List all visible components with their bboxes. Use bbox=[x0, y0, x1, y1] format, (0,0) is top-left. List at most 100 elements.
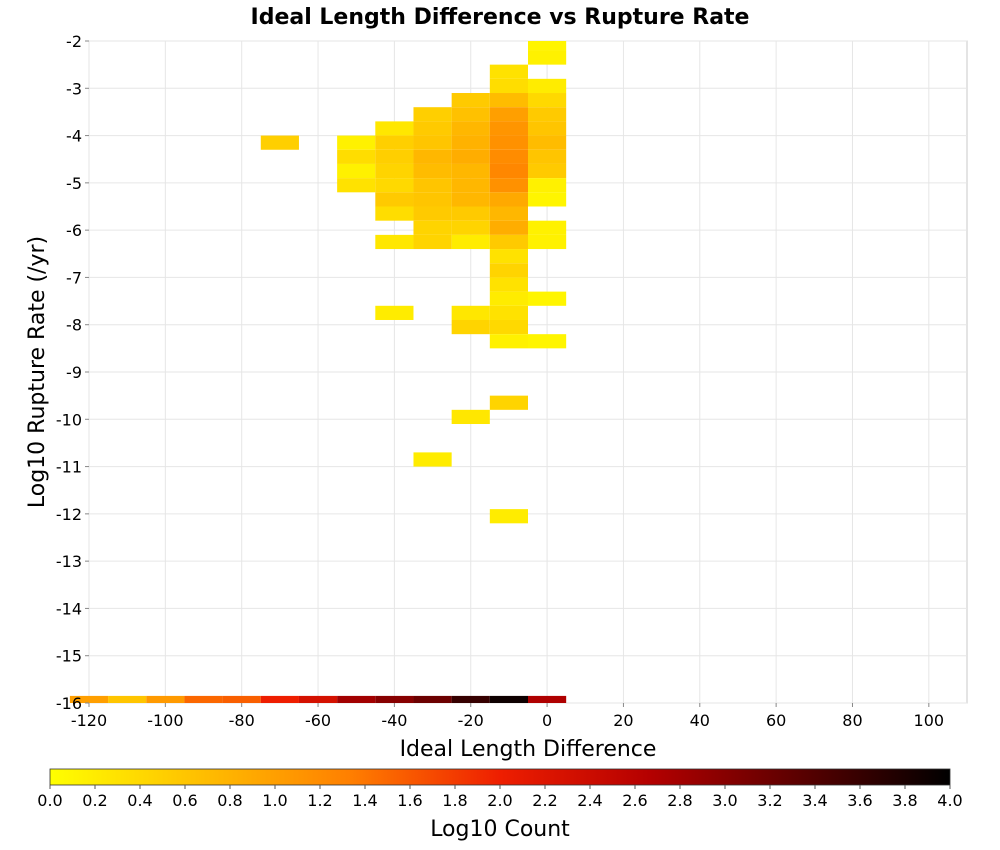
heatmap-cell bbox=[528, 50, 567, 65]
heatmap-cell bbox=[528, 192, 567, 207]
heatmap-cell bbox=[528, 78, 567, 94]
heatmap-cell bbox=[451, 149, 490, 164]
heatmap-cell bbox=[451, 206, 490, 221]
colorbar-tick-label: 2.2 bbox=[532, 791, 557, 810]
heatmap-cell bbox=[413, 220, 452, 235]
colorbar-tick-label: 1.0 bbox=[262, 791, 287, 810]
heatmap-cell bbox=[489, 135, 528, 150]
heatmap-cell bbox=[489, 149, 528, 164]
y-tick-label: -4 bbox=[66, 127, 82, 146]
heatmap-cell bbox=[451, 163, 490, 179]
heatmap-cell bbox=[375, 695, 414, 703]
colorbar-tick-label: 0.0 bbox=[37, 791, 62, 810]
x-tick-label: 0 bbox=[542, 711, 552, 730]
heatmap-cell bbox=[375, 135, 414, 150]
heatmap-cell bbox=[489, 509, 528, 524]
heatmap-cell bbox=[451, 409, 490, 425]
heatmap-cell bbox=[489, 163, 528, 179]
heatmap-cell bbox=[375, 192, 414, 207]
heatmap-cell bbox=[528, 291, 567, 306]
heatmap-cell bbox=[489, 107, 528, 122]
heatmap-cell bbox=[337, 163, 376, 179]
heatmap-cell bbox=[337, 178, 376, 193]
heatmap-cell bbox=[413, 234, 452, 250]
heatmap-cell bbox=[222, 695, 261, 703]
heatmap-cell bbox=[451, 135, 490, 150]
heatmap-cell bbox=[528, 93, 567, 108]
heatmap-cell bbox=[146, 695, 185, 703]
heatmap-cell bbox=[375, 121, 414, 136]
colorbar-tick-label: 0.2 bbox=[82, 791, 107, 810]
heatmap-cell bbox=[413, 206, 452, 221]
heatmap-cell bbox=[413, 121, 452, 136]
y-tick-label: -11 bbox=[56, 458, 82, 477]
heatmap-cell bbox=[489, 78, 528, 94]
heatmap-cell bbox=[489, 291, 528, 306]
heatmap-cell bbox=[489, 220, 528, 235]
heatmap-cell bbox=[413, 163, 452, 179]
heatmap-cell bbox=[108, 695, 147, 703]
heatmap-cell bbox=[69, 695, 109, 703]
y-tick-label: -3 bbox=[66, 79, 82, 98]
heatmap-cell bbox=[451, 220, 490, 235]
x-tick-label: -20 bbox=[458, 711, 484, 730]
heatmap-cell bbox=[260, 695, 299, 703]
heatmap-cell bbox=[489, 234, 528, 250]
heatmap-cell bbox=[375, 234, 414, 250]
heatmap-cell bbox=[489, 695, 528, 703]
y-tick-label: -2 bbox=[66, 32, 82, 51]
y-tick-label: -9 bbox=[66, 363, 82, 382]
colorbar-tick-label: 2.4 bbox=[577, 791, 602, 810]
y-axis-label: Log10 Rupture Rate (/yr) bbox=[25, 236, 50, 508]
heatmap-cell bbox=[489, 64, 528, 79]
colorbar-label: Log10 Count bbox=[430, 817, 570, 842]
heatmap-cell bbox=[489, 249, 528, 264]
x-tick-label: -120 bbox=[71, 711, 107, 730]
heatmap-cell bbox=[451, 107, 490, 122]
colorbar-tick-label: 3.0 bbox=[712, 791, 737, 810]
heatmap-cell bbox=[489, 395, 528, 410]
colorbar-tick-label: 1.8 bbox=[442, 791, 467, 810]
x-tick-label: 60 bbox=[766, 711, 786, 730]
colorbar-tick-label: 2.8 bbox=[667, 791, 692, 810]
x-tick-label: 20 bbox=[613, 711, 633, 730]
y-tick-label: -15 bbox=[56, 647, 82, 666]
heatmap-cell bbox=[489, 263, 528, 278]
heatmap-cell bbox=[489, 192, 528, 207]
heatmap-cell bbox=[337, 149, 376, 164]
y-tick-label: -5 bbox=[66, 174, 82, 193]
x-tick-label: -60 bbox=[305, 711, 331, 730]
colorbar-tick-label: 1.4 bbox=[352, 791, 377, 810]
heatmap-cell bbox=[413, 178, 452, 193]
heatmap-cell bbox=[528, 695, 567, 703]
heatmap-cell bbox=[489, 93, 528, 108]
heatmap-cell bbox=[489, 277, 528, 292]
y-tick-label: -6 bbox=[66, 221, 82, 240]
x-tick-label: -100 bbox=[147, 711, 183, 730]
heatmap-cell bbox=[375, 149, 414, 164]
y-tick-label: -8 bbox=[66, 316, 82, 335]
heatmap-cell bbox=[489, 334, 528, 349]
heatmap-cell bbox=[489, 121, 528, 136]
heatmap-cell bbox=[528, 149, 567, 164]
colorbar bbox=[49, 768, 951, 786]
heatmap-cell bbox=[489, 178, 528, 193]
y-tick-label: -16 bbox=[56, 694, 82, 713]
colorbar-tick-label: 1.2 bbox=[307, 791, 332, 810]
colorbar-tick-label: 3.2 bbox=[757, 791, 782, 810]
heatmap-cell bbox=[451, 234, 490, 250]
colorbar-tick-label: 2.6 bbox=[622, 791, 647, 810]
y-tick-label: -12 bbox=[56, 505, 82, 524]
y-tick-label: -10 bbox=[56, 410, 82, 429]
heatmap-cell bbox=[337, 695, 376, 703]
heatmap-cell bbox=[528, 178, 567, 193]
heatmap-cell bbox=[413, 149, 452, 164]
chart-title: Ideal Length Difference vs Rupture Rate bbox=[251, 5, 750, 30]
heatmap-cell bbox=[528, 163, 567, 179]
heatmap-cell bbox=[528, 107, 567, 122]
x-tick-label: -40 bbox=[381, 711, 407, 730]
heatmap-cell bbox=[528, 41, 567, 51]
y-tick-label: -14 bbox=[56, 599, 82, 618]
x-tick-label: -80 bbox=[229, 711, 255, 730]
heatmap-cell bbox=[528, 234, 567, 250]
